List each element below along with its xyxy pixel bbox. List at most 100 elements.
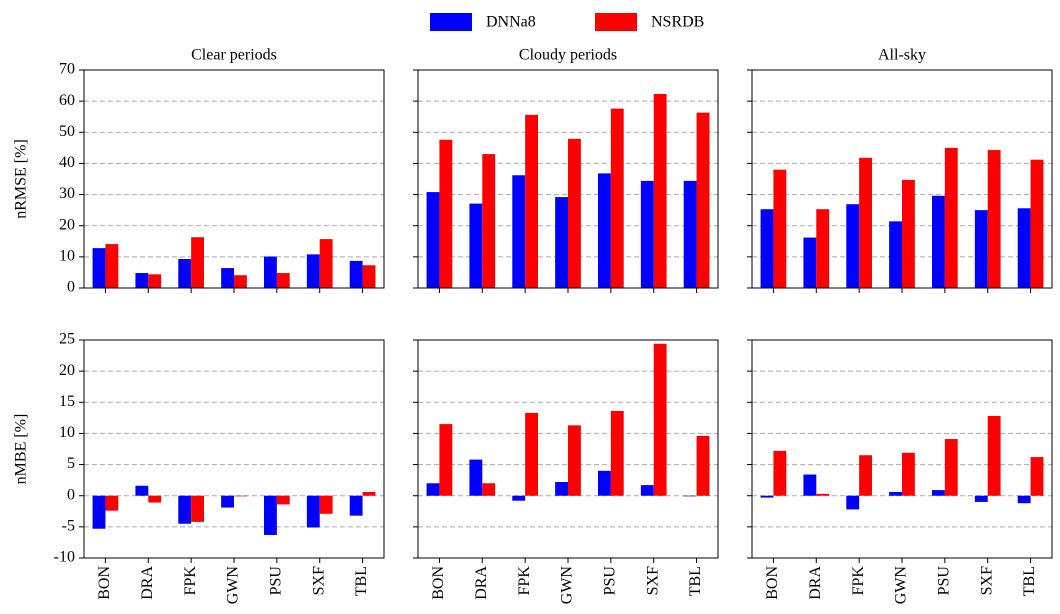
panel-frame [751,69,1053,289]
bar [349,495,363,516]
bar [987,150,1001,288]
bar [525,412,538,496]
bar [816,493,830,496]
x-tick-label: GWN [559,566,576,605]
panel-frame [417,339,719,559]
bar [889,491,902,496]
bar [610,108,624,288]
bar [276,495,290,505]
bar [760,209,774,288]
x-tick-label: DRA [473,566,490,600]
bar [306,495,320,528]
bar [1030,159,1044,288]
x-tick-label: GWN [893,566,910,605]
y-tick-label: 60 [59,92,75,109]
y-axis-label: nMBE [%] [13,414,30,485]
bar [92,495,106,529]
panel-title: All-sky [878,47,926,64]
x-tick-label: DRA [807,566,824,600]
bar [846,495,860,510]
legend-swatch [595,13,637,31]
y-tick-label: 15 [59,393,75,410]
x-tick-label: BON [764,566,781,600]
bar [482,483,496,496]
bar [902,452,915,496]
bar [944,439,958,496]
bar [555,482,568,496]
bar [439,424,453,496]
y-tick-label: 10 [59,424,75,441]
y-tick-label: 10 [59,248,75,265]
bar [889,221,902,288]
bar [362,265,376,288]
bar [653,93,667,288]
x-tick-label: TBL [1021,566,1038,596]
panel-frame [83,69,385,289]
bar [773,169,787,288]
x-tick-label: BON [430,566,447,600]
bar [349,260,363,288]
bar [760,495,774,498]
bar [598,173,611,288]
bar [974,495,988,502]
bar [816,209,830,288]
bar [234,495,247,497]
bar [932,490,945,496]
bar [264,495,277,535]
bar [683,495,697,497]
y-axis-label: nRMSE [%] [13,139,30,219]
y-tick-label: 25 [59,331,75,348]
bar [469,459,483,496]
bar [902,179,915,288]
bar [105,495,119,511]
bar [1017,495,1031,504]
bar [773,450,787,496]
bar [598,470,611,496]
bar [555,197,568,288]
bar [1030,457,1044,496]
x-tick-label: PSU [936,566,953,596]
bar [859,157,872,288]
bar [944,147,958,288]
bar [683,180,697,288]
bar [148,274,162,288]
bar [92,248,106,288]
bar [426,192,440,288]
bar [148,495,162,503]
bar [803,474,817,496]
bar [610,411,624,496]
bar [221,268,234,288]
bar [178,495,192,524]
bar [191,237,204,288]
bar [932,195,945,288]
y-tick-label: 50 [59,123,75,140]
bar [178,259,192,288]
bar [987,415,1001,496]
legend-label: DNNa8 [486,14,536,31]
bar [653,343,667,496]
y-tick-label: -10 [54,549,75,566]
x-tick-label: TBL [353,566,370,596]
bar [525,114,538,289]
panel-frame [83,339,385,559]
y-tick-label: 40 [59,154,75,171]
panel-frame [417,69,719,289]
bar [426,483,440,496]
bar [696,112,710,288]
legend-swatch [430,13,472,31]
bar [859,455,872,496]
bar [482,154,496,288]
bar [803,237,817,288]
bar [640,485,654,496]
y-tick-label: 70 [59,61,75,78]
bar [264,256,277,288]
y-tick-label: 30 [59,185,75,202]
bar [234,275,247,288]
x-tick-label: SXF [978,566,995,595]
legend-label: NSRDB [651,14,704,31]
bar [319,239,333,288]
y-tick-label: 20 [59,216,75,233]
panel-frame [751,339,1053,559]
